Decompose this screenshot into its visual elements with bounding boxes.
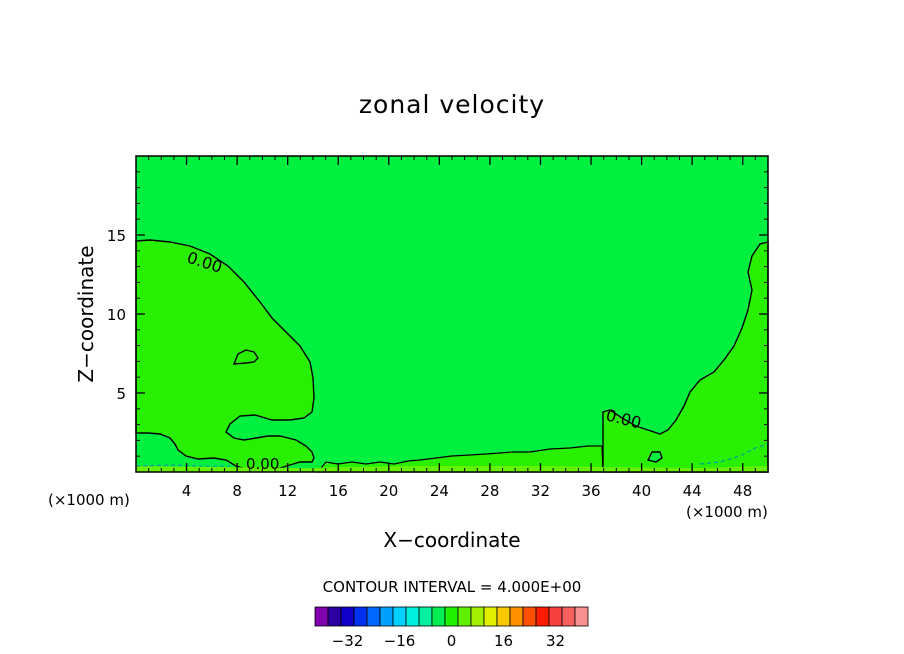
colorbar-swatch (457, 606, 472, 627)
contour-plot-area: 0.00 0.00 0.00 (135, 155, 769, 473)
x-tick-label: 28 (480, 482, 499, 500)
colorbar-swatch (444, 606, 459, 627)
colorbar-swatch (509, 606, 524, 627)
colorbar-swatch (470, 606, 485, 627)
colorbar-swatch (522, 606, 537, 627)
colorbar-swatch (405, 606, 420, 627)
x-tick-label: 32 (531, 482, 550, 500)
colorbar-swatch (392, 606, 407, 627)
colorbar: −32 −16 0 16 32 (314, 606, 589, 650)
chart-title: zonal velocity (359, 90, 545, 119)
colorbar-swatch (483, 606, 498, 627)
y-tick-label: 15 (107, 227, 126, 245)
contour-label: 0.00 (246, 455, 279, 473)
colorbar-swatch (340, 606, 355, 627)
colorbar-swatch (379, 606, 394, 627)
colorbar-tick-label: −16 (384, 632, 416, 650)
colorbar-swatch (496, 606, 511, 627)
colorbar-swatch (314, 606, 329, 627)
closed-contour-right (646, 451, 663, 463)
negative-contour-left (135, 464, 230, 467)
x-axis-unit-left: (×1000 m) (48, 491, 130, 509)
colorbar-swatch (327, 606, 342, 627)
x-axis-unit-right: (×1000 m) (686, 503, 768, 521)
colorbar-tick-label: 32 (546, 632, 565, 650)
x-tick-label: 16 (329, 482, 348, 500)
colorbar-swatch (431, 606, 446, 627)
x-tick-label: 4 (182, 482, 192, 500)
y-tick-label: 5 (116, 385, 126, 403)
x-tick-label: 8 (232, 482, 242, 500)
x-tick-label: 44 (683, 482, 702, 500)
colorbar-swatch (548, 606, 563, 627)
contour-interval-text: CONTOUR INTERVAL = 4.000E+00 (323, 578, 582, 596)
x-tick-label: 40 (632, 482, 651, 500)
y-axis-label: Z−coordinate (74, 245, 98, 382)
x-tick-label: 24 (430, 482, 449, 500)
x-tick-label: 12 (278, 482, 297, 500)
x-tick-label: 20 (379, 482, 398, 500)
colorbar-swatch (418, 606, 433, 627)
colorbar-swatch (561, 606, 576, 627)
y-tick-label: 10 (107, 306, 126, 324)
colorbar-swatch (574, 606, 589, 627)
x-axis-label: X−coordinate (383, 528, 520, 552)
colorbar-swatch (535, 606, 550, 627)
closed-contour-left (232, 349, 259, 365)
colorbar-tick-label: 0 (447, 632, 457, 650)
colorbar-swatch (366, 606, 381, 627)
positive-region-left (135, 239, 315, 471)
x-tick-label: 48 (733, 482, 752, 500)
x-tick-label: 36 (581, 482, 600, 500)
colorbar-swatch (353, 606, 368, 627)
colorbar-tick-label: 16 (494, 632, 513, 650)
colorbar-tick-label: −32 (332, 632, 364, 650)
positive-region-right (602, 241, 769, 473)
